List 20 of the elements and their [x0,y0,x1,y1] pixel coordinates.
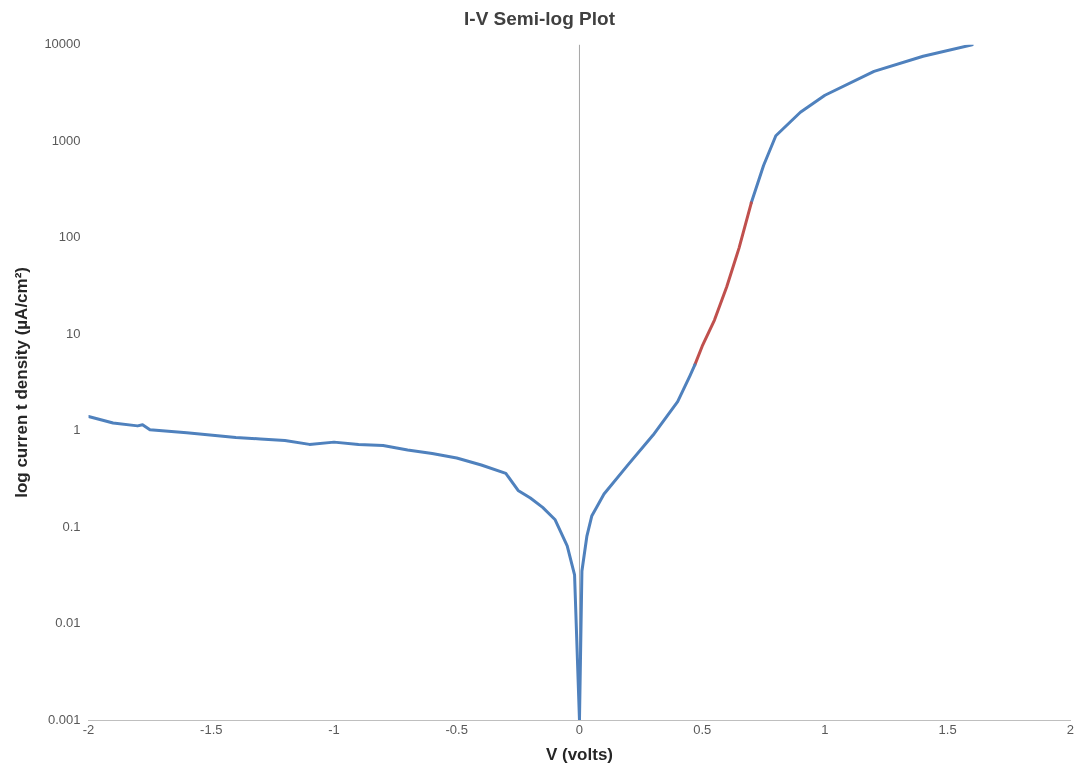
y-tick-label: 10 [66,325,81,341]
x-tick-label: 0.5 [693,722,712,738]
y-tick-label: 1 [73,422,81,438]
y-tick-label: 0.01 [55,615,81,631]
x-tick-label: -1 [328,722,340,738]
x-tick-label: -2 [82,722,95,738]
chart-title: I-V Semi-log Plot [464,7,616,29]
x-tick-label: 0 [575,722,584,738]
y-tick-label: 100 [58,229,81,245]
x-tick-label: -1.5 [200,722,223,738]
y-axis-title: log curren t density (µA/cm²) [11,266,31,498]
x-tick-label: -0.5 [445,722,468,738]
y-tick-label: 1000 [51,132,81,148]
x-tick-label: 1 [821,722,829,738]
x-tick-label: 1.5 [938,722,957,738]
x-tick-label: 2 [1066,722,1074,738]
y-tick-label: 0.1 [62,518,81,534]
x-axis-title: V (volts) [545,745,613,765]
y-tick-label: 10000 [44,36,81,52]
y-tick-label: 0.001 [48,711,81,727]
